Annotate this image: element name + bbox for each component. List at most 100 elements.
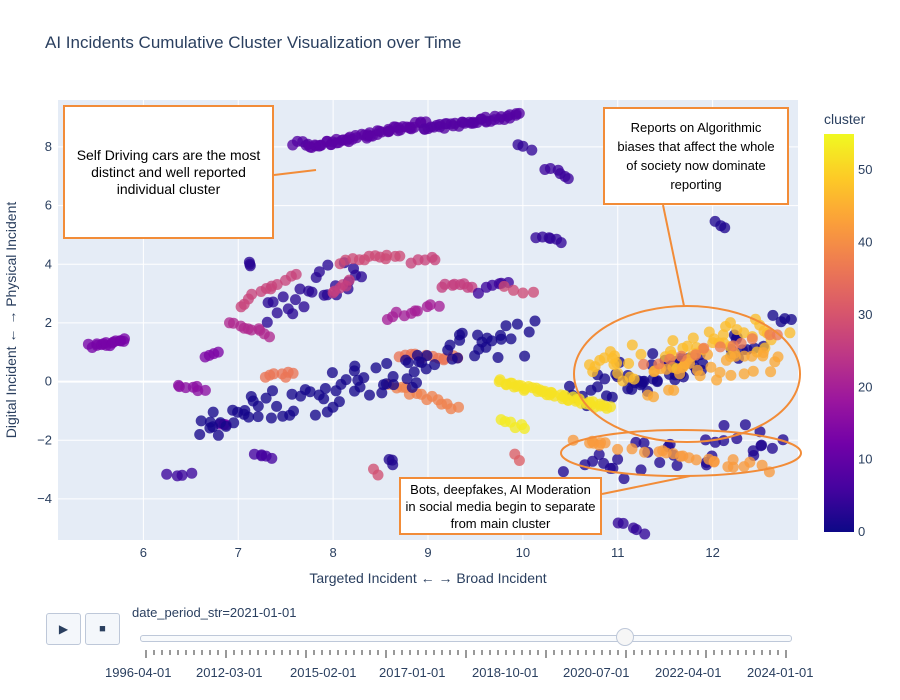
data-point[interactable] xyxy=(411,349,423,361)
data-point[interactable] xyxy=(252,400,264,412)
data-point[interactable] xyxy=(785,314,797,325)
data-point[interactable] xyxy=(322,259,334,271)
data-point[interactable] xyxy=(421,350,433,362)
data-point[interactable] xyxy=(505,333,517,345)
data-point[interactable] xyxy=(287,367,299,379)
data-point[interactable] xyxy=(735,337,747,349)
data-point[interactable] xyxy=(517,140,529,152)
data-point[interactable] xyxy=(401,373,413,385)
data-point[interactable] xyxy=(194,429,206,440)
data-point[interactable] xyxy=(212,429,224,441)
data-point[interactable] xyxy=(757,347,769,359)
data-point[interactable] xyxy=(648,391,659,403)
data-point[interactable] xyxy=(411,377,422,389)
data-point[interactable] xyxy=(746,333,758,345)
data-point[interactable] xyxy=(635,348,647,360)
data-point[interactable] xyxy=(306,286,318,298)
data-point[interactable] xyxy=(500,320,512,332)
data-point[interactable] xyxy=(720,354,732,366)
date-slider-track[interactable] xyxy=(140,635,792,642)
data-point[interactable] xyxy=(290,268,302,280)
data-point[interactable] xyxy=(294,283,306,295)
data-point[interactable] xyxy=(624,371,636,383)
data-point[interactable] xyxy=(299,384,311,396)
data-point[interactable] xyxy=(244,260,256,272)
data-point[interactable] xyxy=(705,361,717,373)
data-point[interactable] xyxy=(739,419,751,431)
data-point[interactable] xyxy=(452,352,463,364)
data-point[interactable] xyxy=(381,358,393,369)
data-point[interactable] xyxy=(195,415,207,427)
data-point[interactable] xyxy=(617,517,629,529)
data-point[interactable] xyxy=(714,341,726,353)
data-point[interactable] xyxy=(724,317,736,329)
data-point[interactable] xyxy=(298,301,310,313)
data-point[interactable] xyxy=(684,357,695,369)
data-point[interactable] xyxy=(767,309,779,321)
data-point[interactable] xyxy=(266,452,278,464)
data-point[interactable] xyxy=(638,437,650,449)
data-point[interactable] xyxy=(747,365,759,377)
data-point[interactable] xyxy=(587,455,599,467)
data-point[interactable] xyxy=(245,391,257,402)
data-point[interactable] xyxy=(260,392,272,404)
data-point[interactable] xyxy=(719,222,731,234)
data-point[interactable] xyxy=(429,359,441,371)
data-point[interactable] xyxy=(277,291,289,303)
data-point[interactable] xyxy=(372,469,384,481)
data-point[interactable] xyxy=(176,469,188,481)
data-point[interactable] xyxy=(654,457,666,468)
data-point[interactable] xyxy=(738,327,750,339)
data-point[interactable] xyxy=(772,351,784,363)
data-point[interactable] xyxy=(356,271,367,283)
data-point[interactable] xyxy=(387,371,399,382)
data-point[interactable] xyxy=(526,144,538,156)
data-point[interactable] xyxy=(738,350,750,362)
data-point[interactable] xyxy=(267,385,278,397)
date-slider-handle[interactable] xyxy=(615,628,634,646)
data-point[interactable] xyxy=(268,368,280,380)
data-point[interactable] xyxy=(376,387,388,399)
data-point[interactable] xyxy=(664,353,676,365)
data-point[interactable] xyxy=(370,362,382,374)
data-point[interactable] xyxy=(668,384,680,396)
data-point[interactable] xyxy=(612,367,624,379)
data-point[interactable] xyxy=(717,329,729,341)
data-point[interactable] xyxy=(690,349,702,361)
data-point[interactable] xyxy=(618,473,630,485)
data-point[interactable] xyxy=(492,352,504,363)
data-point[interactable] xyxy=(738,368,750,380)
data-point[interactable] xyxy=(495,333,507,345)
data-point[interactable] xyxy=(287,308,299,320)
data-point[interactable] xyxy=(681,340,693,352)
data-point[interactable] xyxy=(243,411,255,423)
data-point[interactable] xyxy=(700,434,712,446)
data-point[interactable] xyxy=(358,372,370,384)
data-point[interactable] xyxy=(212,346,224,358)
data-point[interactable] xyxy=(725,369,737,381)
data-point[interactable] xyxy=(265,412,277,424)
data-point[interactable] xyxy=(286,388,298,400)
data-point[interactable] xyxy=(746,350,758,362)
data-point[interactable] xyxy=(349,385,360,397)
data-point[interactable] xyxy=(207,406,219,418)
data-point[interactable] xyxy=(473,343,485,355)
data-point[interactable] xyxy=(330,385,342,397)
data-point[interactable] xyxy=(214,417,226,429)
data-point[interactable] xyxy=(326,367,338,379)
data-point[interactable] xyxy=(453,401,464,413)
data-point[interactable] xyxy=(271,307,283,319)
data-point[interactable] xyxy=(118,335,130,347)
data-point[interactable] xyxy=(593,449,605,460)
data-point[interactable] xyxy=(429,254,441,266)
data-point[interactable] xyxy=(690,454,702,466)
data-point[interactable] xyxy=(738,461,750,473)
data-point[interactable] xyxy=(687,332,699,344)
data-point[interactable] xyxy=(784,327,796,339)
data-point[interactable] xyxy=(313,266,325,278)
data-point[interactable] xyxy=(639,528,651,540)
data-point[interactable] xyxy=(411,305,423,317)
data-point[interactable] xyxy=(555,237,567,249)
data-point[interactable] xyxy=(513,455,525,466)
data-point[interactable] xyxy=(756,459,768,471)
